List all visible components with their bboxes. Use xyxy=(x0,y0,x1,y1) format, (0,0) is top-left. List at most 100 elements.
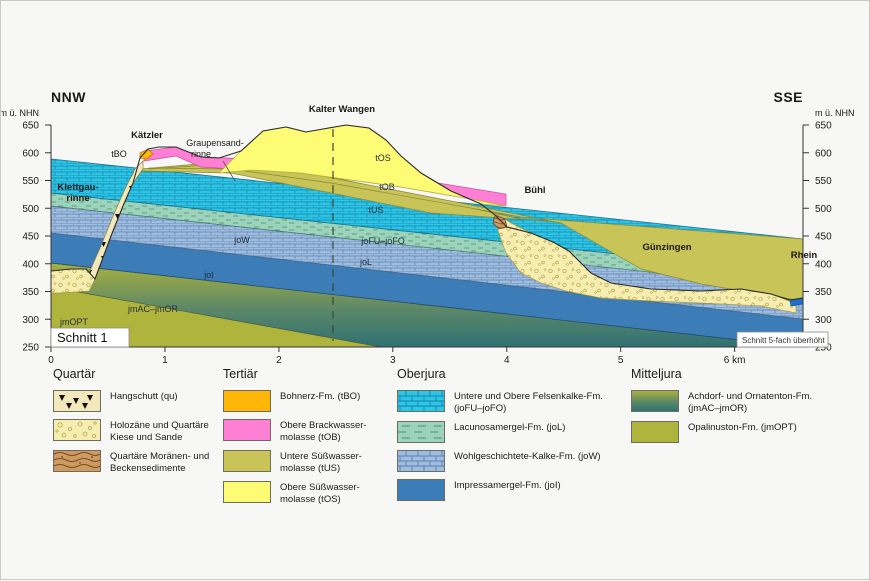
legend-item-tOS[interactable]: Obere Süßwasser- molasse (tOS) xyxy=(223,481,398,505)
legend-label-jmAC-jmOR: Achdorf- und Ornatenton-Fm. (jmAC–jmOR) xyxy=(688,390,812,414)
legend-item-tOB[interactable]: Obere Brackwasser- molasse (tOB) xyxy=(223,419,398,443)
y-tick-label-right-350: 350 xyxy=(815,287,832,298)
legend-item-joI[interactable]: Impressamergel-Fm. (joI) xyxy=(397,479,632,501)
legend-item-hangschutt[interactable]: Hangschutt (qu) xyxy=(53,390,243,412)
swatch-joFU-joFO xyxy=(397,390,445,412)
legend-label-joFU-joFO: Untere und Obere Felsenkalke-Fm. (joFU–j… xyxy=(454,390,603,414)
legend-title-mitteljura: Mitteljura xyxy=(631,367,682,381)
place-label-rhein: Rhein xyxy=(791,250,818,261)
legend-label-tOS: Obere Süßwasser- molasse (tOS) xyxy=(280,481,360,505)
unit-label-joW: joW xyxy=(233,235,250,245)
legend-label-joW: Wohlgeschichtete-Kalke-Fm. (joW) xyxy=(454,450,601,463)
unit-label-joI: joI xyxy=(203,270,214,280)
swatch-kiese-sande xyxy=(53,419,101,441)
legend-column-quartaer: Quartär Hangschutt (qu) xyxy=(53,367,243,481)
y-tick-label-right-250: 250 xyxy=(815,343,832,354)
legend-label-joL-line1: Lacunosamergel-Fm. (joL) xyxy=(454,422,566,433)
legend-item-kiese-sande[interactable]: Holozäne und Quartäre Kiese und Sande xyxy=(53,419,243,443)
legend-label-moraenen-line2: Beckensedimente xyxy=(110,462,186,474)
x-tick-label-1: 1 xyxy=(162,355,168,366)
swatch-tOB xyxy=(223,419,271,441)
legend-label-hangschutt: Hangschutt (qu) xyxy=(110,390,178,403)
layer-tBO xyxy=(139,148,154,160)
swatch-tUS xyxy=(223,450,271,472)
legend-label-hangschutt-line1: Hangschutt (qu) xyxy=(110,391,178,402)
legend-label-tBO: Bohnerz-Fm. (tBO) xyxy=(280,390,360,403)
layer-kiese-left xyxy=(51,268,96,294)
legend-item-moraenen[interactable]: Quartäre Moränen- und Beckensedimente xyxy=(53,450,243,474)
legend-label-joW-line1: Wohlgeschichtete-Kalke-Fm. (joW) xyxy=(454,451,601,462)
y-tick-label-left-500: 500 xyxy=(22,204,39,215)
y-tick-label-left-550: 550 xyxy=(22,176,39,187)
legend-item-joL[interactable]: Lacunosamergel-Fm. (joL) xyxy=(397,421,632,443)
legend-label-tUS-line1: Untere Süßwasser- xyxy=(280,451,362,462)
annotation-tBO: tBO xyxy=(111,149,127,159)
section-label-box: Schnitt 1 xyxy=(50,327,130,348)
swatch-jmAC-jmOR xyxy=(631,390,679,412)
legend-label-tOB-line2: molasse (tOB) xyxy=(280,431,341,443)
place-label-kaetzler: Kätzler xyxy=(131,130,163,141)
unit-label-joFU-joFO: joFU–joFO xyxy=(360,236,405,246)
legend-label-jmAC-jmOR-line2: (jmAC–jmOR) xyxy=(688,402,748,414)
annotation-graupensandrinne-line2: rinne xyxy=(191,149,211,159)
y-tick-label-right-400: 400 xyxy=(815,259,832,270)
orientation-label-left: NNW xyxy=(51,89,86,105)
swatch-joL xyxy=(397,421,445,443)
legend-title-tertiaer: Tertiär xyxy=(223,367,258,381)
swatch-jmOPT xyxy=(631,421,679,443)
legend-label-jmOPT-line1: Opalinuston-Fm. (jmOPT) xyxy=(688,422,797,433)
legend-item-joW[interactable]: Wohlgeschichtete-Kalke-Fm. (joW) xyxy=(397,450,632,472)
legend-label-moraenen: Quartäre Moränen- und Beckensedimente xyxy=(110,450,209,474)
legend-item-jmAC-jmOR[interactable]: Achdorf- und Ornatenton-Fm. (jmAC–jmOR) xyxy=(631,390,846,414)
x-tick-label-6: 6 km xyxy=(724,355,746,366)
x-axis-ticks: 0 1 2 3 4 5 6 km xyxy=(48,347,745,366)
y-tick-label-right-500: 500 xyxy=(815,204,832,215)
legend-label-tOB-line1: Obere Brackwasser- xyxy=(280,420,367,431)
x-tick-label-5: 5 xyxy=(618,355,624,366)
legend-label-joFU-joFO-line2: (joFU–joFO) xyxy=(454,402,507,414)
y-tick-label-left-600: 600 xyxy=(22,148,39,159)
surface-line xyxy=(51,124,803,301)
legend-item-jmOPT[interactable]: Opalinuston-Fm. (jmOPT) xyxy=(631,421,846,443)
x-tick-label-0: 0 xyxy=(48,355,54,366)
geological-cross-section: tOS tOB tUS joFU–joFO joL joW joI jmAC–j… xyxy=(1,89,855,366)
exaggeration-note-box: Schnitt 5-fach überhöht xyxy=(736,331,829,348)
legend-title-quartaer: Quartär xyxy=(53,367,96,381)
legend-label-joI: Impressamergel-Fm. (joI) xyxy=(454,479,561,492)
annotation-graupensandrinne-line1: Graupensand- xyxy=(186,138,244,148)
unit-label-tOB: tOB xyxy=(379,182,395,192)
legend-item-tBO[interactable]: Bohnerz-Fm. (tBO) xyxy=(223,390,398,412)
unit-label-joL: joL xyxy=(359,257,372,267)
legend-item-joFU-joFO[interactable]: Untere und Obere Felsenkalke-Fm. (joFU–j… xyxy=(397,390,632,414)
legend-column-mitteljura: Mitteljura Achdorf- und Ornatenton-Fm. (… xyxy=(631,367,846,450)
legend-column-oberjura: Oberjura Untere und xyxy=(397,367,632,508)
place-label-klettgaurinne-line1: Klettgau- xyxy=(57,182,98,193)
legend-label-tOS-line1: Obere Süßwasser- xyxy=(280,482,360,493)
exaggeration-note-text: Schnitt 5-fach überhöht xyxy=(742,336,825,345)
section-layers xyxy=(51,124,803,347)
y-axis-ticks-right: 650 600 550 500 450 400 350 300 250 xyxy=(803,121,832,354)
y-tick-label-right-600: 600 xyxy=(815,148,832,159)
legend-label-kiese-sande-line1: Holozäne und Quartäre xyxy=(110,420,209,431)
x-tick-label-4: 4 xyxy=(504,355,510,366)
y-tick-label-left-400: 400 xyxy=(22,259,39,270)
y-axis-ticks-left: 650 600 550 500 450 400 350 300 250 xyxy=(22,121,51,354)
legend-label-jmOPT: Opalinuston-Fm. (jmOPT) xyxy=(688,421,797,434)
y-tick-label-right-450: 450 xyxy=(815,232,832,243)
x-tick-label-2: 2 xyxy=(276,355,282,366)
y-tick-label-left-250: 250 xyxy=(22,343,39,354)
legend-item-tUS[interactable]: Untere Süßwasser- molasse (tUS) xyxy=(223,450,398,474)
place-label-kalter-wangen: Kalter Wangen xyxy=(309,104,375,115)
y-axis-unit-left: m ü. NHN xyxy=(1,108,39,118)
legend-label-moraenen-line1: Quartäre Moränen- und xyxy=(110,451,210,462)
swatch-tBO xyxy=(223,390,271,412)
swatch-joI xyxy=(397,479,445,501)
x-tick-label-3: 3 xyxy=(390,355,396,366)
legend-title-oberjura: Oberjura xyxy=(397,367,446,381)
swatch-moraenen xyxy=(53,450,101,472)
y-tick-label-left-650: 650 xyxy=(22,121,39,132)
unit-label-jmOPT: jmOPT xyxy=(59,317,89,327)
legend-label-tBO-line1: Bohnerz-Fm. (tBO) xyxy=(280,391,361,402)
leader-line-graupensandrinne xyxy=(222,160,236,182)
